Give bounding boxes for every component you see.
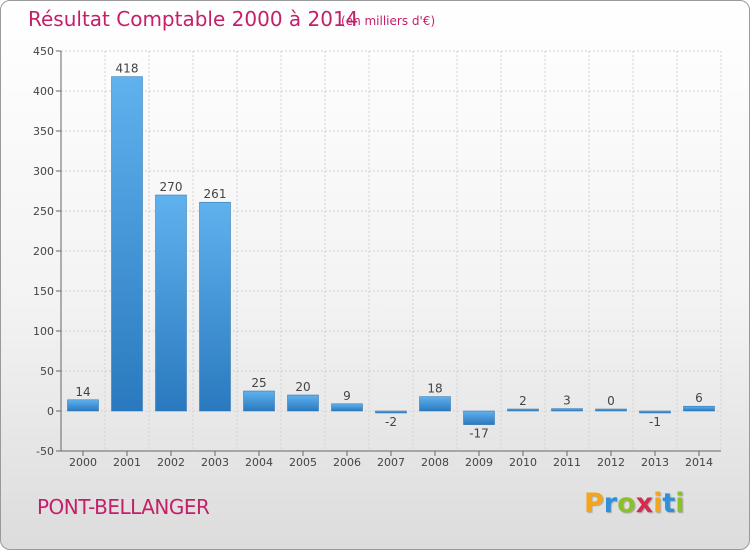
- bar-2006: [331, 403, 363, 412]
- x-tick-label-2007: 2007: [377, 456, 405, 469]
- value-label-2006: 9: [343, 389, 351, 403]
- y-tick-label: 300: [33, 165, 54, 178]
- x-tick-label-2013: 2013: [641, 456, 669, 469]
- bar-2005: [287, 394, 319, 412]
- bar-2010: [507, 408, 539, 412]
- y-tick-label: -50: [36, 445, 54, 458]
- value-label-2001: 418: [116, 62, 139, 76]
- value-label-2014: 6: [695, 391, 703, 405]
- x-tick-label-2009: 2009: [465, 456, 493, 469]
- x-tick-label-2005: 2005: [289, 456, 317, 469]
- value-label-2013: -1: [649, 415, 661, 429]
- x-tick-label-2004: 2004: [245, 456, 273, 469]
- logo-letter: i: [653, 488, 663, 519]
- value-label-2002: 270: [160, 180, 183, 194]
- value-label-2009: -17: [469, 427, 489, 441]
- value-label-2000: 14: [75, 385, 90, 399]
- logo-letter: x: [635, 488, 654, 519]
- proxiti-logo[interactable]: Proxiti: [584, 488, 685, 519]
- logo-letter: t: [662, 488, 676, 519]
- logo-letter: o: [617, 488, 636, 519]
- chart-title: Résultat Comptable 2000 à 2014: [28, 7, 359, 31]
- chart-subtitle: (en milliers d'€): [341, 14, 436, 28]
- bar-2007: [375, 410, 407, 414]
- y-tick-label: 0: [47, 405, 54, 418]
- bar-2004: [243, 390, 275, 412]
- value-label-2005: 20: [295, 380, 310, 394]
- y-tick-label: 150: [33, 285, 54, 298]
- bar-2014: [683, 405, 715, 412]
- bar-2012: [595, 408, 627, 412]
- value-label-2008: 18: [427, 382, 442, 396]
- y-tick-label: 250: [33, 205, 54, 218]
- logo-letter: r: [603, 488, 618, 519]
- bar-2001: [111, 76, 143, 412]
- y-tick-label: 200: [33, 245, 54, 258]
- y-tick-label: 400: [33, 85, 54, 98]
- value-label-2010: 2: [519, 394, 527, 408]
- value-label-2003: 261: [204, 187, 227, 201]
- x-tick-label-2003: 2003: [201, 456, 229, 469]
- value-label-2004: 25: [251, 376, 266, 390]
- x-tick-label-2001: 2001: [113, 456, 141, 469]
- value-label-2011: 3: [563, 394, 571, 408]
- x-tick-label-2014: 2014: [685, 456, 713, 469]
- x-tick-label-2012: 2012: [597, 456, 625, 469]
- x-tick-label-2006: 2006: [333, 456, 361, 469]
- bar-2008: [419, 396, 451, 412]
- y-tick-label: 50: [40, 365, 54, 378]
- y-tick-label: 450: [33, 45, 54, 58]
- y-tick-label: 350: [33, 125, 54, 138]
- bar-2002: [155, 194, 187, 412]
- x-tick-label-2008: 2008: [421, 456, 449, 469]
- bar-2009: [463, 410, 495, 425]
- x-tick-label-2000: 2000: [69, 456, 97, 469]
- bar-2003: [199, 201, 231, 412]
- bar-2000: [67, 399, 99, 412]
- logo-letter: i: [675, 488, 685, 519]
- x-tick-label-2011: 2011: [553, 456, 581, 469]
- bar-2013: [639, 410, 671, 414]
- x-tick-label-2002: 2002: [157, 456, 185, 469]
- y-tick-label: 100: [33, 325, 54, 338]
- x-tick-label-2010: 2010: [509, 456, 537, 469]
- value-label-2012: 0: [607, 394, 615, 408]
- logo-letter: P: [584, 488, 604, 519]
- bar-2011: [551, 408, 583, 412]
- town-name: PONT-BELLANGER: [37, 495, 210, 519]
- value-label-2007: -2: [385, 415, 397, 429]
